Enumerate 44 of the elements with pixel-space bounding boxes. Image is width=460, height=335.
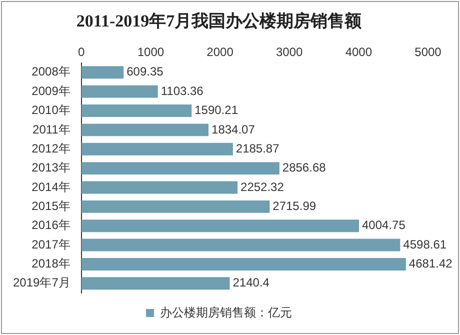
data-label: 4004.75 bbox=[362, 218, 406, 232]
x-tick-label: 5000 bbox=[414, 44, 442, 59]
data-label: 609.35 bbox=[126, 64, 164, 79]
y-tick-label: 2008年 bbox=[32, 64, 70, 79]
bar bbox=[81, 258, 406, 270]
bar bbox=[81, 220, 360, 232]
data-label: 4681.42 bbox=[408, 256, 453, 271]
bar bbox=[81, 200, 270, 213]
legend-label: 办公楼期房销售额：亿元 bbox=[160, 305, 292, 320]
bar bbox=[81, 142, 233, 156]
bar bbox=[81, 277, 230, 290]
y-tick-label: 2014年 bbox=[32, 180, 70, 194]
y-tick-label: 2016年 bbox=[32, 218, 70, 232]
bar bbox=[81, 66, 124, 79]
y-tick-label: 2018年 bbox=[32, 256, 70, 271]
data-label: 2856.68 bbox=[282, 160, 326, 175]
y-tick-label: 2011年 bbox=[32, 122, 70, 136]
y-tick-label: 2012年 bbox=[32, 141, 70, 156]
x-tick-label: 3000 bbox=[276, 44, 304, 59]
x-tick-label: 2000 bbox=[206, 44, 234, 59]
data-label: 1103.36 bbox=[160, 84, 204, 98]
data-label: 2140.4 bbox=[232, 276, 270, 290]
bar bbox=[81, 104, 192, 117]
bar bbox=[81, 124, 209, 136]
data-label: 2715.99 bbox=[272, 198, 316, 213]
bar bbox=[81, 162, 280, 175]
x-tick-label: 0 bbox=[78, 44, 86, 59]
data-label: 1590.21 bbox=[194, 103, 238, 118]
data-label: 2252.32 bbox=[240, 180, 284, 194]
y-tick-label: 2017年 bbox=[32, 237, 70, 252]
data-label: 2185.87 bbox=[236, 141, 280, 156]
y-tick-label: 2013年 bbox=[32, 160, 70, 175]
bar bbox=[81, 85, 158, 98]
x-tick-label: 1000 bbox=[137, 44, 164, 59]
data-label: 1834.07 bbox=[212, 122, 256, 136]
y-tick-label: 2015年 bbox=[32, 198, 70, 213]
bar bbox=[81, 181, 238, 194]
x-tick-label: 4000 bbox=[345, 44, 372, 59]
bar bbox=[81, 238, 400, 252]
y-tick-label: 2009年 bbox=[32, 84, 70, 98]
y-tick-label: 2010年 bbox=[32, 103, 70, 118]
data-label: 4598.61 bbox=[403, 237, 447, 252]
y-tick-label: 2019年7月 bbox=[12, 276, 70, 290]
chart-title: 2011-2019年7月我国办公楼期房销售额 bbox=[76, 12, 363, 31]
